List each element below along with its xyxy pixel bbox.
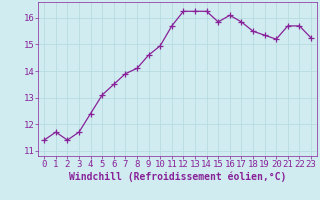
X-axis label: Windchill (Refroidissement éolien,°C): Windchill (Refroidissement éolien,°C)	[69, 172, 286, 182]
